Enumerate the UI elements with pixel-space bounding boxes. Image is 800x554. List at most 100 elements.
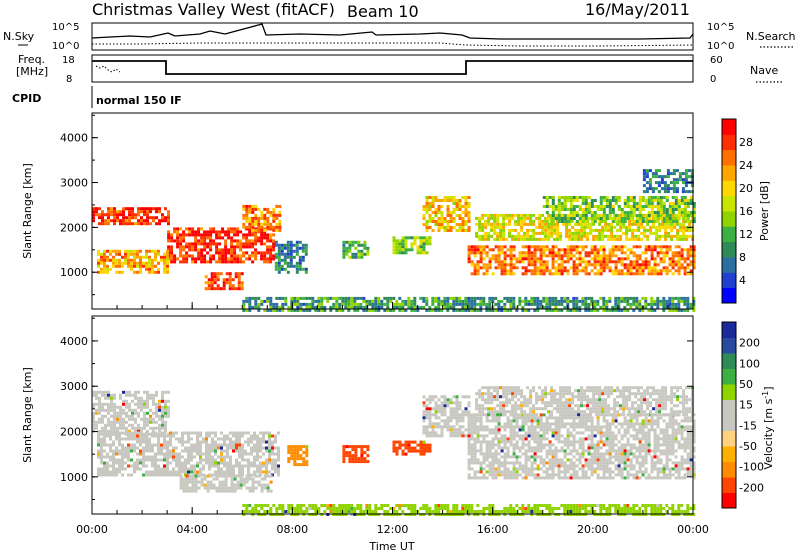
power-cell [557,272,561,276]
power-cell [228,284,232,288]
power-cell [350,296,354,300]
velocity-cell [193,470,196,474]
power-colorbar-tick: 28 [739,136,753,149]
power-cell [206,245,210,249]
velocity-cell [197,474,201,478]
velocity-cell [530,461,534,465]
power-cell [671,272,675,276]
velocity-cell [101,432,104,436]
power-cell [173,227,177,231]
power-cell [653,199,657,202]
power-cell [487,231,491,235]
power-cell [231,287,235,291]
power-cell [514,228,518,232]
velocity-cell [205,461,208,465]
power-cell [637,222,641,226]
velocity-cell [488,461,492,465]
power-cell [614,248,618,252]
power-cell [398,308,402,312]
power-cell [623,214,627,217]
power-cell [653,269,657,273]
power-cell [651,175,655,179]
power-cell [275,228,279,232]
power-cell [500,269,504,273]
velocity-cell [551,434,555,438]
velocity-cell [524,416,528,420]
power-cell [170,254,174,258]
power-cell [508,213,512,217]
velocity-cell [143,390,146,394]
velocity-cell [139,467,142,471]
velocity-cell [202,440,205,444]
velocity-cell [226,461,229,465]
power-cell [224,245,228,249]
velocity-cell [208,449,211,453]
velocity-cell [506,419,510,423]
velocity-cell [241,458,244,462]
velocity-cell [452,428,456,432]
power-cell [572,296,576,300]
velocity-cell [494,431,498,435]
power-cell [677,266,681,270]
power-cell [640,225,644,229]
power-cell [626,205,630,208]
power-cell [677,199,681,202]
power-cell [398,242,402,246]
power-cell [690,178,694,182]
power-cell [688,222,692,226]
velocity-cell [491,419,495,423]
power-cell [127,252,130,256]
velocity-cell [157,449,160,453]
power-cell [496,234,500,238]
power-cell [362,308,366,312]
velocity-cell [425,398,429,402]
power-cell [228,272,232,276]
power-cell [620,248,624,252]
velocity-cell [113,408,116,412]
velocity-cell [154,458,157,462]
velocity-cell [107,408,110,412]
power-cell [520,222,524,226]
velocity-cell [178,464,181,468]
power-cell [446,196,450,199]
power-cell [623,199,627,202]
velocity-cell [557,416,561,420]
power-cell [647,260,651,264]
velocity-cell [521,476,525,480]
velocity-cell [467,410,471,414]
power-cell [103,261,106,265]
power-cell [240,284,244,288]
velocity-cell [206,474,210,478]
velocity-cell [449,410,453,414]
power-cell [674,196,678,199]
power-cell [277,258,281,262]
power-cell [526,216,530,220]
power-cell [298,255,302,259]
power-colorbar-cell [722,119,736,135]
power-cell [245,308,249,312]
velocity-cell [401,443,405,447]
velocity-cell [545,416,549,420]
velocity-cell [113,411,116,415]
velocity-cell [134,390,137,394]
velocity-cell [296,457,300,461]
velocity-cell [473,440,477,444]
velocity-cell [220,449,223,453]
power-cell [654,181,658,185]
power-cell [686,220,690,223]
velocity-cell [434,422,438,426]
power-cell [251,245,255,249]
power-cell [434,214,438,217]
power-cell [179,245,183,249]
power-cell [257,296,261,300]
velocity-cell [130,473,133,477]
velocity-cell [251,483,255,487]
power-cell [437,229,441,232]
power-cell [671,251,675,255]
power-cell [557,299,561,303]
power-cell [554,302,558,306]
power-cell [556,234,560,238]
power-cell [272,228,276,232]
power-cell [578,254,582,258]
power-cell [154,270,157,274]
